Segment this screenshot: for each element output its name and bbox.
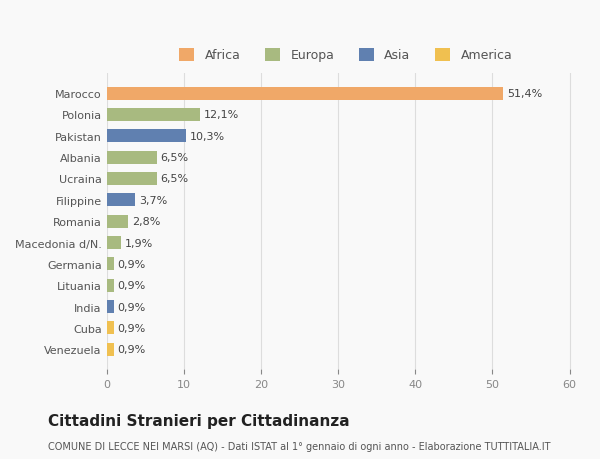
Text: 2,8%: 2,8% bbox=[132, 217, 161, 227]
Text: 6,5%: 6,5% bbox=[161, 174, 189, 184]
Text: 3,7%: 3,7% bbox=[139, 196, 167, 205]
Bar bbox=[107, 88, 503, 100]
Bar bbox=[107, 343, 113, 356]
Text: 10,3%: 10,3% bbox=[190, 132, 225, 141]
Bar bbox=[107, 279, 113, 292]
Legend: Africa, Europa, Asia, America: Africa, Europa, Asia, America bbox=[176, 45, 516, 66]
Text: 12,1%: 12,1% bbox=[204, 110, 239, 120]
Text: 51,4%: 51,4% bbox=[507, 89, 542, 99]
Bar bbox=[107, 109, 200, 122]
Bar bbox=[107, 173, 157, 185]
Text: COMUNE DI LECCE NEI MARSI (AQ) - Dati ISTAT al 1° gennaio di ogni anno - Elabora: COMUNE DI LECCE NEI MARSI (AQ) - Dati IS… bbox=[48, 441, 551, 451]
Text: Cittadini Stranieri per Cittadinanza: Cittadini Stranieri per Cittadinanza bbox=[48, 413, 350, 428]
Bar bbox=[107, 236, 121, 249]
Text: 1,9%: 1,9% bbox=[125, 238, 154, 248]
Bar bbox=[107, 322, 113, 335]
Bar bbox=[107, 301, 113, 313]
Text: 0,9%: 0,9% bbox=[118, 323, 146, 333]
Bar bbox=[107, 130, 186, 143]
Bar bbox=[107, 194, 135, 207]
Bar bbox=[107, 215, 128, 228]
Bar bbox=[107, 258, 113, 271]
Bar bbox=[107, 151, 157, 164]
Text: 0,9%: 0,9% bbox=[118, 344, 146, 354]
Text: 0,9%: 0,9% bbox=[118, 259, 146, 269]
Text: 0,9%: 0,9% bbox=[118, 280, 146, 291]
Text: 6,5%: 6,5% bbox=[161, 153, 189, 163]
Text: 0,9%: 0,9% bbox=[118, 302, 146, 312]
